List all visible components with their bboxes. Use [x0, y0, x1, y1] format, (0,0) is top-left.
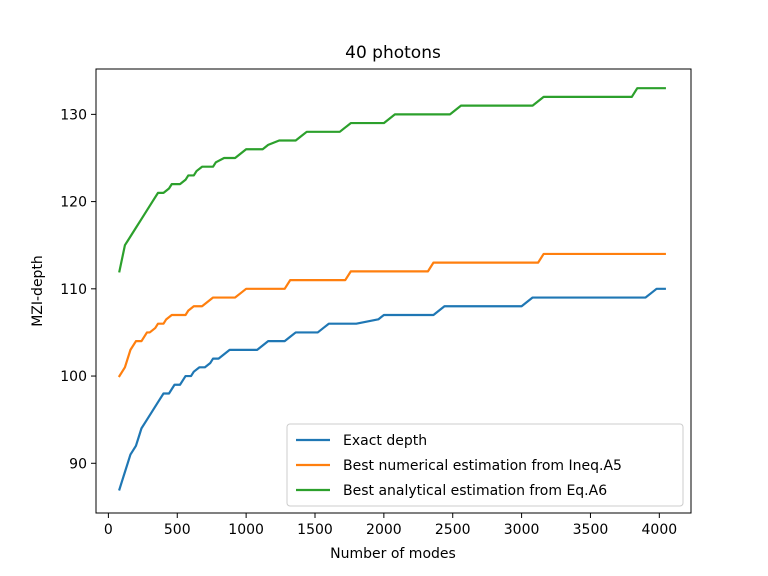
legend-label: Exact depth: [343, 433, 427, 449]
x-tick-label: 3000: [504, 522, 540, 538]
x-tick-label: 500: [164, 522, 191, 538]
legend-label: Best analytical estimation from Eq.A6: [343, 483, 607, 499]
legend-box: [286, 423, 684, 507]
x-tick-label: 4000: [642, 522, 678, 538]
series-line-2: [117, 252, 666, 378]
series-layer: [117, 87, 666, 491]
x-tick-label: 2500: [435, 522, 471, 538]
y-tick-label: 100: [60, 369, 87, 385]
chart-title: 40 photons: [345, 43, 441, 63]
plot-frame: [95, 68, 692, 514]
y-axis: 90 100 110 120 130: [60, 107, 96, 472]
y-tick-label: 110: [60, 282, 87, 298]
series-line-3: [118, 87, 666, 273]
y-axis-label: MZI-depth: [30, 255, 46, 327]
x-tick-label: 3500: [573, 522, 609, 538]
legend: Exact depth Best numerical estimation fro…: [286, 423, 684, 507]
x-tick-label: 2000: [366, 522, 402, 538]
x-axis: 0 500 1000 1500 2000 2500 3000 3500 4000: [104, 513, 677, 538]
y-tick-label: 130: [60, 107, 87, 123]
legend-label: Best numerical estimation from Ineq.A5: [343, 458, 622, 474]
series-line-1: [118, 287, 666, 491]
y-tick-label: 120: [60, 195, 87, 211]
x-tick-label: 1000: [228, 522, 264, 538]
x-axis-label: Number of modes: [330, 546, 456, 562]
y-tick-label: 90: [69, 456, 87, 472]
x-tick-label: 0: [104, 522, 113, 538]
x-tick-label: 1500: [297, 522, 333, 538]
